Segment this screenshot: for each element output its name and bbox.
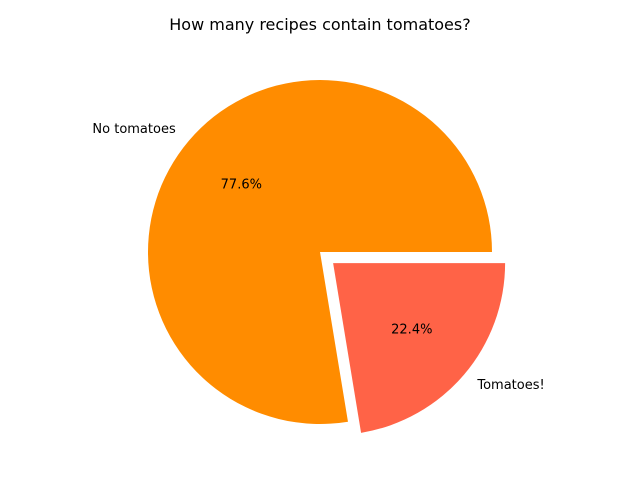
slice-label-no-tomatoes: No tomatoes — [92, 122, 176, 137]
slice-percent-tomatoes: 22.4% — [391, 322, 432, 337]
slice-label-tomatoes: Tomatoes! — [476, 378, 544, 393]
pie-slices — [147, 80, 506, 433]
chart-title: How many recipes contain tomatoes? — [169, 15, 470, 34]
pie-slice-no-tomatoes — [147, 80, 492, 425]
slice-percent-no-tomatoes: 77.6% — [221, 178, 262, 193]
pie-slice-tomatoes — [333, 263, 506, 433]
pie-labels: No tomatoes 77.6% Tomatoes! 22.4% — [92, 122, 544, 393]
